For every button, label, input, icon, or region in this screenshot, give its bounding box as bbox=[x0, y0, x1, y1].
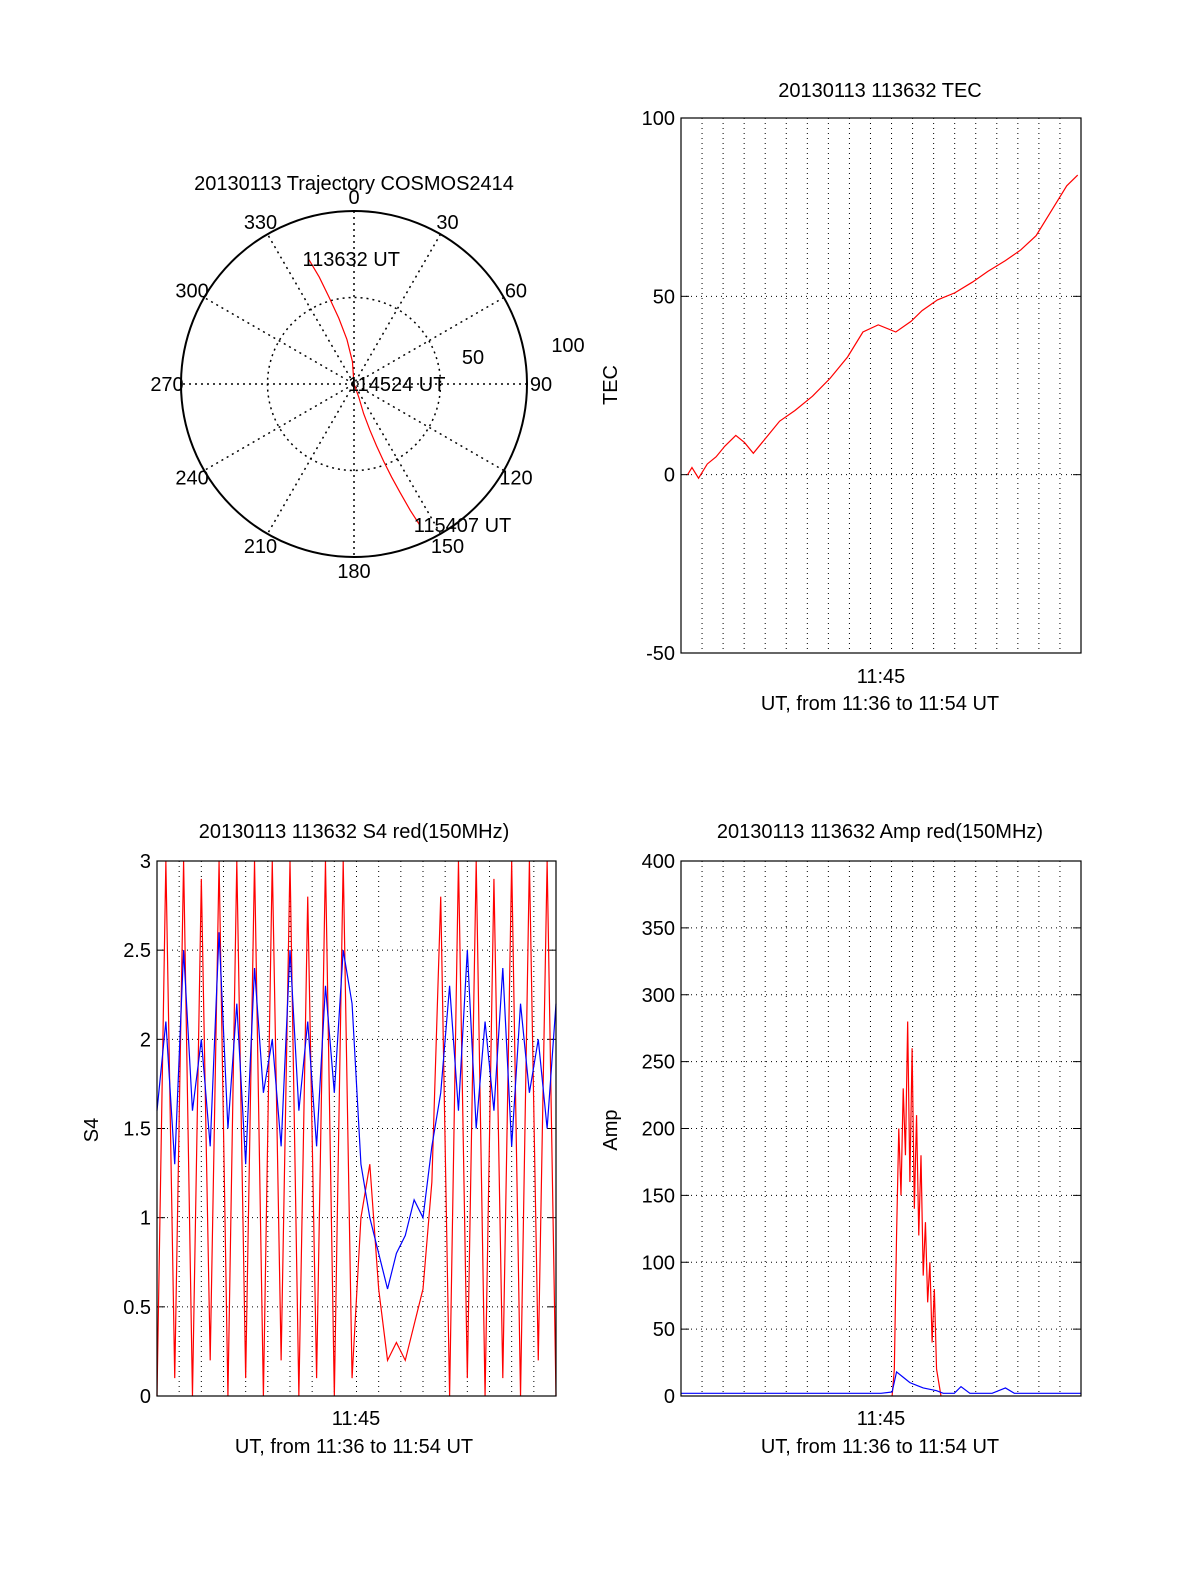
s4-chart-title: 20130113 113632 S4 red(150MHz) bbox=[199, 821, 510, 843]
tec-y-tick-label: 0 bbox=[664, 465, 675, 487]
amp-chart-title: 20130113 113632 Amp red(150MHz) bbox=[717, 821, 1043, 843]
tec-x-tick-label: 11:45 bbox=[857, 666, 906, 688]
trajectory-time-label: 114524 UT bbox=[348, 374, 445, 396]
tec-series-line bbox=[687, 174, 1079, 480]
polar-radius-label: 100 bbox=[551, 335, 584, 357]
tec-y-tick-label: 100 bbox=[642, 108, 675, 130]
polar-angle-label: 30 bbox=[436, 212, 458, 234]
polar-angle-label: 210 bbox=[244, 536, 277, 558]
tec-chart: 20130113 113632 TEC TEC 11:45 UT, from 1… bbox=[600, 80, 1082, 715]
amp-y-tick-label: 400 bbox=[642, 851, 675, 873]
amp-y-tick-label: 300 bbox=[642, 985, 675, 1007]
polar-angle-labels: 0 30 60 90 120 150 180 210 240 270 300 330 bbox=[150, 187, 552, 583]
s4-series-line bbox=[156, 860, 557, 1397]
s4-chart: 20130113 113632 S4 red(150MHz) S4 11:45 … bbox=[81, 821, 557, 1458]
polar-angle-label: 150 bbox=[431, 536, 464, 558]
amp-grid: 0 50 100 150 200 250 300 350 400 bbox=[642, 851, 1081, 1408]
polar-angle-label: 0 bbox=[348, 187, 359, 209]
polar-angle-label: 240 bbox=[175, 468, 208, 490]
tec-plot-frame bbox=[680, 117, 1082, 654]
polar-spoke bbox=[266, 233, 442, 535]
polar-grid bbox=[180, 210, 528, 558]
polar-angle-label: 60 bbox=[505, 281, 527, 303]
s4-series-line bbox=[156, 932, 557, 1290]
s4-x-tick-label: 11:45 bbox=[332, 1408, 381, 1430]
polar-angle-label: 330 bbox=[244, 212, 277, 234]
s4-y-tick-label: 0 bbox=[140, 1386, 151, 1408]
polar-angle-label: 270 bbox=[150, 374, 183, 396]
amp-x-tick-label: 11:45 bbox=[857, 1408, 906, 1430]
s4-y-tick-label: 3 bbox=[140, 851, 151, 873]
polar-spoke bbox=[203, 296, 505, 472]
amp-y-tick-label: 150 bbox=[642, 1185, 675, 1207]
polar-chart-title: 20130113 Trajectory COSMOS2414 bbox=[194, 173, 514, 195]
tec-y-tick-label: 50 bbox=[653, 286, 675, 308]
amp-y-tick-label: 200 bbox=[642, 1119, 675, 1141]
tec-grid: -50 0 50 100 bbox=[642, 108, 1081, 665]
amp-series-line bbox=[891, 1021, 942, 1397]
polar-spoke bbox=[266, 233, 442, 535]
trajectory-time-label: 113632 UT bbox=[302, 249, 399, 271]
amp-plot-frame bbox=[680, 860, 1082, 1397]
s4-plot-frame bbox=[156, 860, 557, 1397]
amp-y-axis-label: Amp bbox=[600, 1109, 622, 1150]
s4-y-tick-label: 0.5 bbox=[123, 1297, 151, 1319]
amp-y-tick-label: 350 bbox=[642, 918, 675, 940]
amp-x-axis-label: UT, from 11:36 to 11:54 UT bbox=[761, 1436, 999, 1458]
s4-y-tick-label: 2 bbox=[140, 1029, 151, 1051]
polar-radius-labels: 50 100 bbox=[462, 335, 585, 369]
trajectory-line bbox=[307, 258, 421, 526]
tec-chart-title: 20130113 113632 TEC bbox=[778, 80, 982, 102]
s4-y-tick-label: 1.5 bbox=[123, 1119, 151, 1141]
tec-x-axis-label: UT, from 11:36 to 11:54 UT bbox=[761, 693, 999, 715]
amp-y-tick-label: 50 bbox=[653, 1319, 675, 1341]
amp-chart: 20130113 113632 Amp red(150MHz) Amp 11:4… bbox=[600, 821, 1082, 1458]
s4-y-tick-label: 2.5 bbox=[123, 940, 151, 962]
polar-angle-label: 90 bbox=[530, 374, 552, 396]
polar-angle-label: 120 bbox=[499, 468, 532, 490]
amp-y-tick-label: 0 bbox=[664, 1386, 675, 1408]
s4-x-axis-label: UT, from 11:36 to 11:54 UT bbox=[235, 1436, 473, 1458]
s4-y-tick-label: 1 bbox=[140, 1208, 151, 1230]
s4-grid: 0 0.5 1 1.5 2 2.5 3 bbox=[123, 851, 556, 1408]
amp-y-tick-label: 250 bbox=[642, 1052, 675, 1074]
amp-y-tick-label: 100 bbox=[642, 1252, 675, 1274]
polar-trajectory-chart: 20130113 Trajectory COSMOS2414 0 30 60 90 12… bbox=[150, 173, 584, 583]
polar-angle-label: 300 bbox=[175, 281, 208, 303]
tec-y-tick-label: -50 bbox=[646, 643, 675, 665]
amp-series-line bbox=[681, 1370, 1081, 1394]
trajectory-annotations: 113632 UT 114524 UT 115407 UT bbox=[302, 249, 511, 537]
tec-y-axis-label: TEC bbox=[600, 365, 622, 405]
trajectory-time-label: 115407 UT bbox=[414, 515, 511, 537]
polar-radius-label: 50 bbox=[462, 347, 484, 369]
trajectory-track bbox=[307, 258, 421, 526]
s4-y-axis-label: S4 bbox=[81, 1118, 103, 1142]
polar-spoke bbox=[203, 296, 505, 472]
polar-angle-label: 180 bbox=[337, 561, 370, 583]
